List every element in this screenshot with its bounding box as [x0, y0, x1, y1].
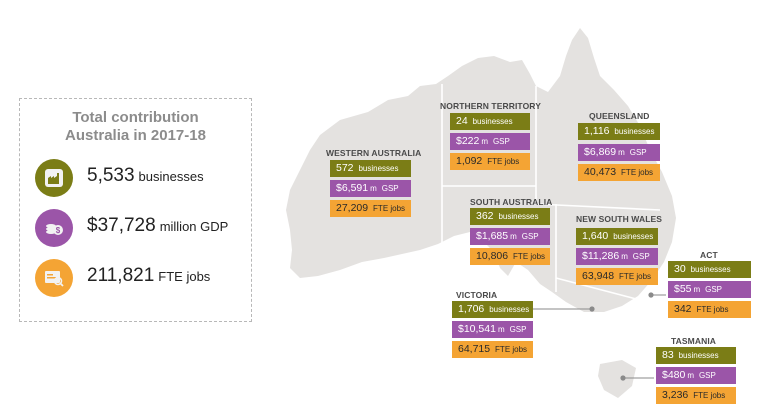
- nsw-businesses: 1,640 businesses: [576, 228, 658, 245]
- nsw-gsp: $11,286 m GSP: [576, 248, 658, 265]
- jobs-value: 211,821: [87, 265, 155, 286]
- sa-businesses: 362 businesses: [470, 208, 550, 225]
- nt-title: NORTHERN TERRITORY: [440, 101, 541, 111]
- total-contribution-panel: Total contribution Australia in 2017-18 …: [19, 98, 252, 322]
- factory-icon: [35, 159, 73, 197]
- jobs-stat: 211,821 FTE jobs: [35, 259, 250, 297]
- businesses-unit: businesses: [138, 169, 204, 184]
- nsw-title: NEW SOUTH WALES: [576, 214, 663, 224]
- jobs-unit: FTE jobs: [158, 269, 211, 284]
- tasmania-shape: [598, 360, 636, 398]
- sa-gsp: $1,685 m GSP: [470, 228, 550, 245]
- tas-businesses: 83 businesses: [656, 347, 736, 364]
- svg-text:$: $: [56, 226, 61, 235]
- act-jobs: 342 FTE jobs: [668, 301, 751, 318]
- tas-marker: [620, 375, 626, 381]
- nt-gsp: $222 m GSP: [450, 133, 530, 150]
- wa-businesses: 572 businesses: [330, 160, 411, 177]
- sa-title: SOUTH AUSTRALIA: [470, 197, 553, 207]
- vic-title: VICTORIA: [456, 290, 498, 300]
- gdp-value: $37,728: [87, 215, 156, 236]
- job-search-icon: [35, 259, 73, 297]
- vic-jobs: 64,715 FTE jobs: [452, 341, 533, 358]
- qld-businesses: 1,116 businesses: [578, 123, 660, 140]
- nt-jobs: 1,092 FTE jobs: [450, 153, 530, 170]
- act-title: ACT: [700, 250, 718, 260]
- act-gsp: $55 m GSP: [668, 281, 751, 298]
- qld-jobs: 40,473 FTE jobs: [578, 164, 660, 181]
- wa-jobs: 27,209 FTE jobs: [330, 200, 411, 217]
- tas-gsp: $480 m GSP: [656, 367, 736, 384]
- tas-jobs: 3,236 FTE jobs: [656, 387, 736, 404]
- qld-title: QUEENSLAND: [589, 111, 650, 121]
- nsw-vic-border: [555, 277, 641, 301]
- tas-title: TASMANIA: [671, 336, 717, 346]
- gdp-unit: million GDP: [159, 219, 229, 234]
- businesses-value: 5,533: [87, 165, 135, 186]
- wa-title: WESTERN AUSTRALIA: [326, 148, 422, 158]
- act-marker: [648, 292, 654, 298]
- vic-gsp: $10,541 m GSP: [452, 321, 533, 338]
- nsw-jobs: 63,948 FTE jobs: [576, 268, 658, 285]
- summary-title: Total contribution Australia in 2017-18: [65, 109, 206, 144]
- wa-gsp: $6,591 m GSP: [330, 180, 411, 197]
- coins-icon: $: [35, 209, 73, 247]
- act-businesses: 30 businesses: [668, 261, 751, 278]
- vic-businesses: 1,706 businesses: [452, 301, 533, 318]
- gdp-stat: $ $37,728 million GDP: [35, 209, 250, 247]
- sa-jobs: 10,806 FTE jobs: [470, 248, 550, 265]
- businesses-stat: 5,533 businesses: [35, 159, 250, 197]
- vic-marker: [589, 306, 595, 312]
- nt-businesses: 24 businesses: [450, 113, 530, 130]
- qld-gsp: $6,869 m GSP: [578, 144, 660, 161]
